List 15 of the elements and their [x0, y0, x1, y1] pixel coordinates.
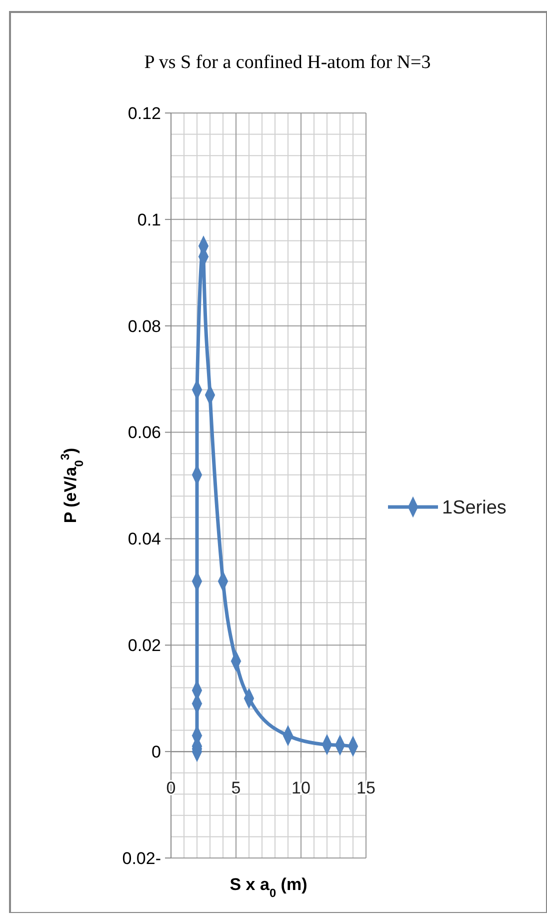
chart-title: P vs S for a confined H-atom for N=3: [144, 52, 431, 73]
y-tick-label: 0.02: [128, 636, 161, 656]
y-tick-label: 0.04: [128, 530, 161, 549]
y-tick-label: 0.1: [137, 210, 161, 230]
y-tick-label: 0.12: [128, 104, 161, 123]
y-tick-label: 0.06: [128, 423, 161, 442]
x-tick-label: 5: [231, 778, 241, 798]
x-axis-title: S x a$_{0}$ (m): [230, 875, 308, 900]
y-tick-label: 0.02-: [122, 848, 161, 868]
x-tick-label: 10: [292, 778, 310, 798]
x-tick-label: 0: [166, 778, 176, 798]
y-tick-label: 0: [152, 742, 161, 762]
x-tick-label: 15: [356, 778, 376, 798]
y-tick-label: 0.08: [128, 316, 161, 336]
legend-label: 1Series: [442, 498, 506, 519]
